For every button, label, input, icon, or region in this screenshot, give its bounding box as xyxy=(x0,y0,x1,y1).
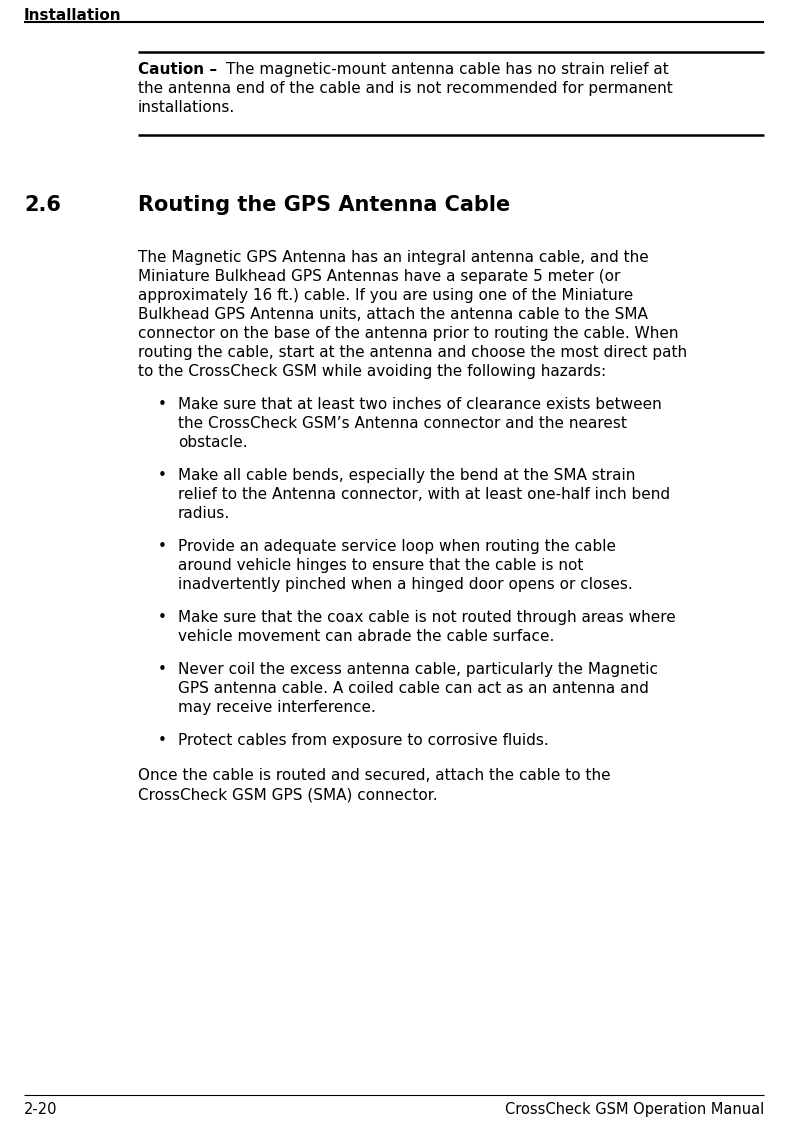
Text: approximately 16 ft.) cable. If you are using one of the Miniature: approximately 16 ft.) cable. If you are … xyxy=(138,288,634,303)
Text: installations.: installations. xyxy=(138,100,236,115)
Text: Never coil the excess antenna cable, particularly the Magnetic: Never coil the excess antenna cable, par… xyxy=(178,662,658,677)
Text: vehicle movement can abrade the cable surface.: vehicle movement can abrade the cable su… xyxy=(178,629,555,644)
Text: Once the cable is routed and secured, attach the cable to the: Once the cable is routed and secured, at… xyxy=(138,768,611,783)
Text: Make sure that at least two inches of clearance exists between: Make sure that at least two inches of cl… xyxy=(178,397,662,412)
Text: •: • xyxy=(158,397,167,412)
Text: inadvertently pinched when a hinged door opens or closes.: inadvertently pinched when a hinged door… xyxy=(178,577,633,592)
Text: CrossCheck GSM Operation Manual: CrossCheck GSM Operation Manual xyxy=(505,1102,764,1117)
Text: 2.6: 2.6 xyxy=(24,195,61,215)
Text: •: • xyxy=(158,610,167,626)
Text: 2-20: 2-20 xyxy=(24,1102,58,1117)
Text: The Magnetic GPS Antenna has an integral antenna cable, and the: The Magnetic GPS Antenna has an integral… xyxy=(138,250,649,266)
Text: routing the cable, start at the antenna and choose the most direct path: routing the cable, start at the antenna … xyxy=(138,345,687,360)
Text: Caution –: Caution – xyxy=(138,62,222,76)
Text: connector on the base of the antenna prior to routing the cable. When: connector on the base of the antenna pri… xyxy=(138,326,678,341)
Text: radius.: radius. xyxy=(178,506,230,521)
Text: Make all cable bends, especially the bend at the SMA strain: Make all cable bends, especially the ben… xyxy=(178,468,635,483)
Text: •: • xyxy=(158,468,167,483)
Text: may receive interference.: may receive interference. xyxy=(178,700,376,716)
Text: •: • xyxy=(158,662,167,677)
Text: Miniature Bulkhead GPS Antennas have a separate 5 meter (or: Miniature Bulkhead GPS Antennas have a s… xyxy=(138,269,620,284)
Text: Installation: Installation xyxy=(24,8,121,22)
Text: The magnetic-mount antenna cable has no strain relief at: The magnetic-mount antenna cable has no … xyxy=(226,62,669,76)
Text: obstacle.: obstacle. xyxy=(178,435,247,450)
Text: the antenna end of the cable and is not recommended for permanent: the antenna end of the cable and is not … xyxy=(138,81,673,96)
Text: to the CrossCheck GSM while avoiding the following hazards:: to the CrossCheck GSM while avoiding the… xyxy=(138,364,606,379)
Text: •: • xyxy=(158,734,167,748)
Text: Routing the GPS Antenna Cable: Routing the GPS Antenna Cable xyxy=(138,195,511,215)
Text: Bulkhead GPS Antenna units, attach the antenna cable to the SMA: Bulkhead GPS Antenna units, attach the a… xyxy=(138,307,648,322)
Text: around vehicle hinges to ensure that the cable is not: around vehicle hinges to ensure that the… xyxy=(178,558,583,573)
Text: relief to the Antenna connector, with at least one-half inch bend: relief to the Antenna connector, with at… xyxy=(178,487,670,502)
Text: Protect cables from exposure to corrosive fluids.: Protect cables from exposure to corrosiv… xyxy=(178,734,548,748)
Text: Provide an adequate service loop when routing the cable: Provide an adequate service loop when ro… xyxy=(178,539,616,554)
Text: the CrossCheck GSM’s Antenna connector and the nearest: the CrossCheck GSM’s Antenna connector a… xyxy=(178,416,627,431)
Text: CrossCheck GSM GPS (SMA) connector.: CrossCheck GSM GPS (SMA) connector. xyxy=(138,788,437,802)
Text: •: • xyxy=(158,539,167,554)
Text: GPS antenna cable. A coiled cable can act as an antenna and: GPS antenna cable. A coiled cable can ac… xyxy=(178,681,649,696)
Text: Make sure that the coax cable is not routed through areas where: Make sure that the coax cable is not rou… xyxy=(178,610,676,626)
